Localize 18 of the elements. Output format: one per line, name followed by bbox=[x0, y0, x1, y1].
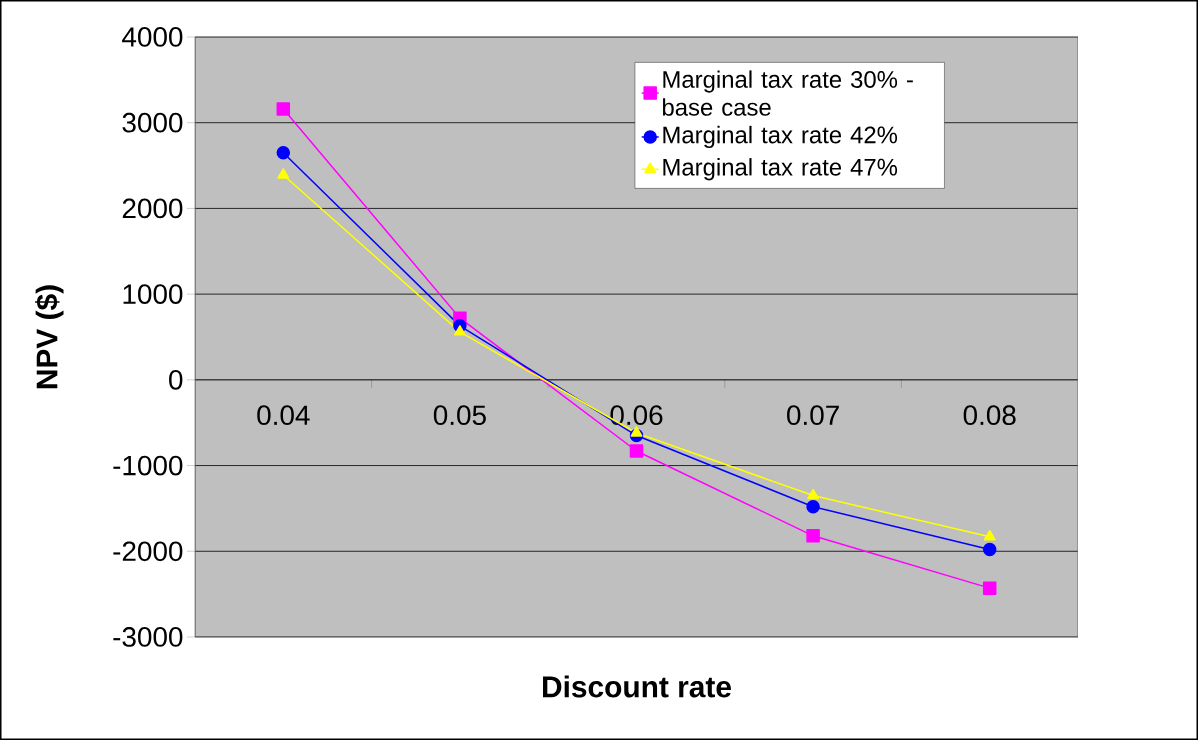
y-tick-label: 1000 bbox=[123, 284, 183, 304]
legend-label: Marginal tax rate 30% - base case bbox=[662, 70, 913, 116]
y-tick-label: -1000 bbox=[113, 455, 183, 476]
legend-label: Marginal tax rate 42% bbox=[663, 125, 898, 149]
y-axis-title: NPV ($) bbox=[35, 285, 64, 389]
y-tick-label: 3000 bbox=[122, 112, 183, 133]
y-tick-label: 4000 bbox=[122, 27, 183, 47]
y-tick-label: 2000 bbox=[122, 198, 183, 219]
x-axis-title: Discount rate bbox=[543, 675, 731, 698]
x-tick-label: 0.06 bbox=[610, 405, 663, 426]
x-tick-label: 0.05 bbox=[433, 405, 486, 426]
y-tick-label: 0 bbox=[169, 369, 183, 390]
y-tick-label: -3000 bbox=[113, 627, 183, 647]
x-tick-label: 0.08 bbox=[963, 405, 1016, 426]
x-tick-label: 0.07 bbox=[787, 405, 839, 426]
legend-label: Marginal tax rate 47% bbox=[663, 158, 898, 181]
y-tick-label: -2000 bbox=[113, 541, 183, 562]
x-tick-label: 0.04 bbox=[257, 405, 310, 426]
